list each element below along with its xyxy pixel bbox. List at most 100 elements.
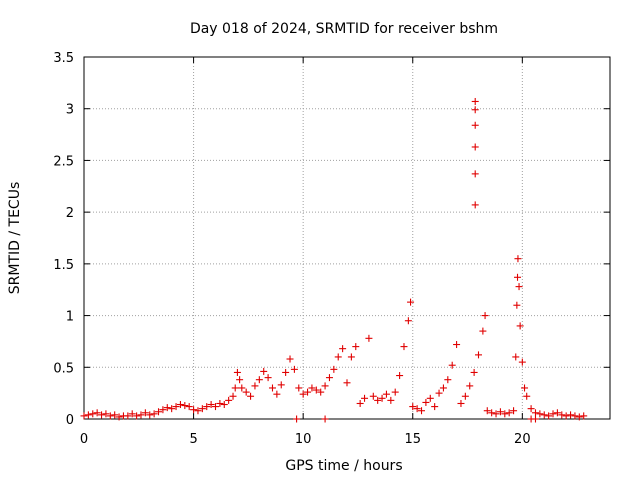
data-point <box>513 301 521 309</box>
data-point <box>413 405 421 413</box>
data-point <box>229 392 237 400</box>
data-point <box>317 388 325 396</box>
data-point <box>194 407 202 415</box>
data-point <box>106 412 114 420</box>
data-point <box>233 368 241 376</box>
data-point <box>531 409 539 417</box>
data-point <box>369 392 377 400</box>
data-point <box>216 399 224 407</box>
data-point <box>124 412 132 420</box>
data-point <box>361 394 369 402</box>
data-point <box>461 392 469 400</box>
data-point <box>545 412 553 420</box>
data-point <box>466 382 474 390</box>
x-tick-label: 20 <box>514 432 531 447</box>
data-point <box>115 413 123 421</box>
y-tick-label: 3.5 <box>53 51 74 66</box>
data-point <box>146 411 154 419</box>
data-point <box>102 410 110 418</box>
data-point <box>536 410 544 418</box>
data-point <box>93 409 101 417</box>
data-point <box>492 410 500 418</box>
data-point <box>207 401 215 409</box>
data-point <box>308 384 316 392</box>
data-series <box>80 97 588 423</box>
y-tick-label: 1.5 <box>53 258 74 273</box>
data-point <box>523 392 531 400</box>
data-point <box>531 415 539 423</box>
data-point <box>407 298 415 306</box>
axis-ticks: 0 0.5 1 1.5 2 2.5 3 3.5 0 5 10 15 20 <box>53 51 610 447</box>
data-point <box>238 384 246 392</box>
data-point <box>448 361 456 369</box>
data-point <box>334 353 342 361</box>
data-point <box>220 401 228 409</box>
data-point <box>575 413 583 421</box>
data-point <box>181 402 189 410</box>
data-point <box>471 97 479 105</box>
data-point <box>558 411 566 419</box>
data-point <box>549 410 557 418</box>
y-tick-label: 0 <box>66 413 74 428</box>
data-point <box>356 399 364 407</box>
x-tick-label: 5 <box>189 432 197 447</box>
data-point <box>418 407 426 415</box>
data-point <box>273 390 281 398</box>
data-point <box>404 317 412 325</box>
data-point <box>251 382 259 390</box>
data-point <box>567 411 575 419</box>
data-point <box>325 374 333 382</box>
data-point <box>330 365 338 373</box>
data-point <box>505 409 513 417</box>
data-point <box>471 201 479 209</box>
data-point <box>255 376 263 384</box>
data-point <box>471 106 479 114</box>
data-point <box>496 408 504 416</box>
data-point <box>422 398 430 406</box>
data-point <box>155 408 163 416</box>
data-point <box>231 384 239 392</box>
data-point <box>471 143 479 151</box>
data-point <box>260 367 268 375</box>
data-point <box>347 353 355 361</box>
data-point <box>190 406 198 414</box>
data-point <box>172 403 180 411</box>
data-point <box>481 312 489 320</box>
data-point <box>378 394 386 402</box>
data-point <box>290 365 298 373</box>
data-point <box>176 401 184 409</box>
data-point <box>382 390 390 398</box>
data-point <box>553 409 561 417</box>
data-point <box>457 399 465 407</box>
data-point <box>312 386 320 394</box>
data-point <box>277 381 285 389</box>
y-axis-label: SRMTID / TECUs <box>7 182 23 295</box>
data-point <box>409 403 417 411</box>
data-point <box>515 283 523 291</box>
y-tick-label: 3 <box>66 103 74 118</box>
data-point <box>512 353 520 361</box>
data-point <box>514 255 522 263</box>
data-point <box>159 406 167 414</box>
data-point <box>137 411 145 419</box>
data-point <box>514 273 522 281</box>
data-point <box>516 322 524 330</box>
x-axis-label: GPS time / hours <box>285 458 402 474</box>
data-point <box>185 403 193 411</box>
x-tick-label: 15 <box>404 432 421 447</box>
data-point <box>479 327 487 335</box>
data-point <box>431 403 439 411</box>
data-point <box>242 388 250 396</box>
data-point <box>84 411 92 419</box>
data-point <box>439 384 447 392</box>
data-point <box>168 405 176 413</box>
x-tick-label: 10 <box>295 432 312 447</box>
data-point <box>286 355 294 363</box>
data-point <box>435 389 443 397</box>
data-point <box>321 415 329 423</box>
data-point <box>264 374 272 382</box>
data-point <box>562 412 570 420</box>
data-point <box>128 410 136 418</box>
data-point <box>471 121 479 129</box>
